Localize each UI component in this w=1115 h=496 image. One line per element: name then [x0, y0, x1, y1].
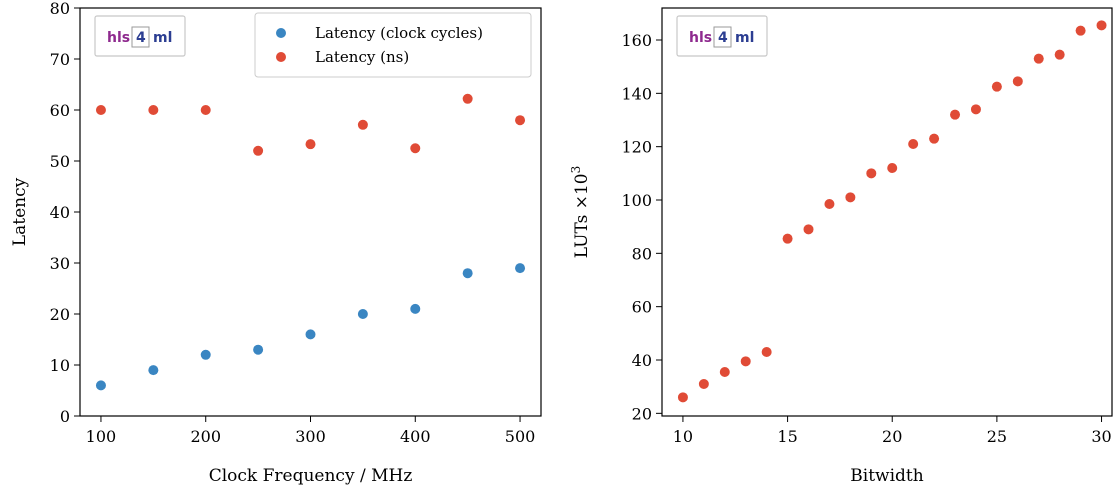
- x-tick-label: 500: [505, 427, 536, 446]
- y-axis-title: LUTs ×103: [569, 166, 592, 258]
- data-point: [200, 105, 211, 115]
- data-point: [410, 303, 421, 314]
- data-point: [845, 192, 856, 203]
- data-point: [253, 344, 264, 355]
- data-point: [515, 263, 526, 274]
- y-axis-title: Latency: [10, 177, 30, 246]
- data-point: [462, 93, 473, 104]
- x-tick-label: 25: [987, 427, 1007, 446]
- data-point: [677, 392, 688, 403]
- y-tick-label: 80: [632, 244, 652, 263]
- data-point: [253, 145, 264, 156]
- data-point: [719, 367, 730, 377]
- x-tick-label: 15: [777, 427, 797, 446]
- hls4ml-logo: hls 4 ml: [676, 15, 768, 57]
- data-point: [908, 139, 919, 149]
- data-point: [95, 105, 106, 115]
- data-point: [929, 133, 940, 144]
- y-tick-label: 80: [50, 0, 70, 18]
- hls4ml-logo: hls 4 ml: [94, 15, 186, 57]
- data-point: [148, 105, 159, 115]
- x-tick-label: 300: [295, 427, 326, 446]
- data-point: [970, 104, 981, 115]
- data-point: [991, 81, 1002, 92]
- y-tick-label: 70: [50, 50, 70, 69]
- legend: Latency (clock cycles) Latency (ns): [254, 12, 532, 78]
- logo-text-4: 4: [718, 30, 728, 46]
- y-tick-label: 10: [50, 356, 70, 375]
- y-tick-label: 30: [50, 254, 70, 273]
- logo-text-hls: hls: [107, 30, 130, 46]
- data-point: [1096, 20, 1107, 31]
- data-point: [1054, 49, 1065, 60]
- data-point: [887, 163, 898, 173]
- y-tick-label: 100: [621, 191, 652, 210]
- data-point: [200, 349, 211, 360]
- logo-text-hls: hls: [689, 30, 712, 46]
- y-axis-title-exponent: 3: [569, 166, 583, 174]
- data-point: [1012, 76, 1023, 87]
- data-point: [1033, 53, 1044, 64]
- logo-chip-outline: [131, 26, 150, 48]
- panel-2: 10 15 20 25 30 20 40 60 80 100 120 140 160 Bitwidth LU…: [569, 7, 1113, 486]
- y-tick-label: 160: [621, 31, 652, 50]
- y-tick-label: 50: [50, 152, 70, 171]
- data-point: [1075, 25, 1086, 36]
- legend-label: Latency (clock cycles): [315, 24, 483, 42]
- data-point: [950, 109, 961, 120]
- y-tick-label: 40: [632, 351, 652, 370]
- data-point: [761, 347, 772, 357]
- logo-text-ml: ml: [153, 30, 172, 46]
- data-point: [357, 119, 368, 130]
- plot-frame: [661, 7, 1113, 417]
- panel-1: 100 200 300 400 500 0 10 20 30 40 50 60 70 80 Clock Fr…: [10, 0, 542, 486]
- data-point: [95, 380, 106, 391]
- data-point: [148, 365, 159, 376]
- y-tick-label: 0: [60, 407, 70, 426]
- data-point: [305, 139, 316, 150]
- data-point: [515, 115, 526, 126]
- x-axis-title: Clock Frequency / MHz: [209, 466, 413, 486]
- y-tick-label: 120: [621, 138, 652, 157]
- x-axis-title: Bitwidth: [850, 466, 923, 486]
- legend-frame: [254, 12, 532, 78]
- data-point: [462, 268, 473, 279]
- logo-chip-outline: [713, 26, 732, 48]
- logo-text-ml: ml: [735, 30, 754, 46]
- data-point: [357, 309, 368, 319]
- data-point: [803, 224, 814, 235]
- x-tick-label: 200: [190, 427, 221, 446]
- logo-text-4: 4: [136, 30, 146, 46]
- x-tick-label: 400: [400, 427, 431, 446]
- x-tick-label: 100: [86, 427, 117, 446]
- legend-marker: [276, 28, 286, 38]
- y-tick-label: 60: [50, 101, 70, 120]
- data-point: [305, 329, 316, 340]
- y-tick-label: 60: [632, 298, 652, 317]
- x-tick-label: 20: [882, 427, 902, 446]
- data-point: [698, 379, 709, 389]
- x-tick-label: 10: [673, 427, 693, 446]
- data-point: [782, 233, 793, 244]
- y-tick-label: 140: [621, 84, 652, 103]
- legend-label: Latency (ns): [315, 48, 409, 66]
- logo-frame: [94, 15, 186, 57]
- data-point: [410, 143, 421, 154]
- y-tick-label: 40: [50, 203, 70, 222]
- data-point: [740, 356, 751, 367]
- y-tick-label: 20: [632, 404, 652, 423]
- data-point: [824, 199, 835, 209]
- data-point: [866, 168, 877, 179]
- logo-frame: [676, 15, 768, 57]
- x-tick-label: 30: [1091, 427, 1111, 446]
- y-tick-label: 20: [50, 305, 70, 324]
- legend-marker: [276, 52, 286, 62]
